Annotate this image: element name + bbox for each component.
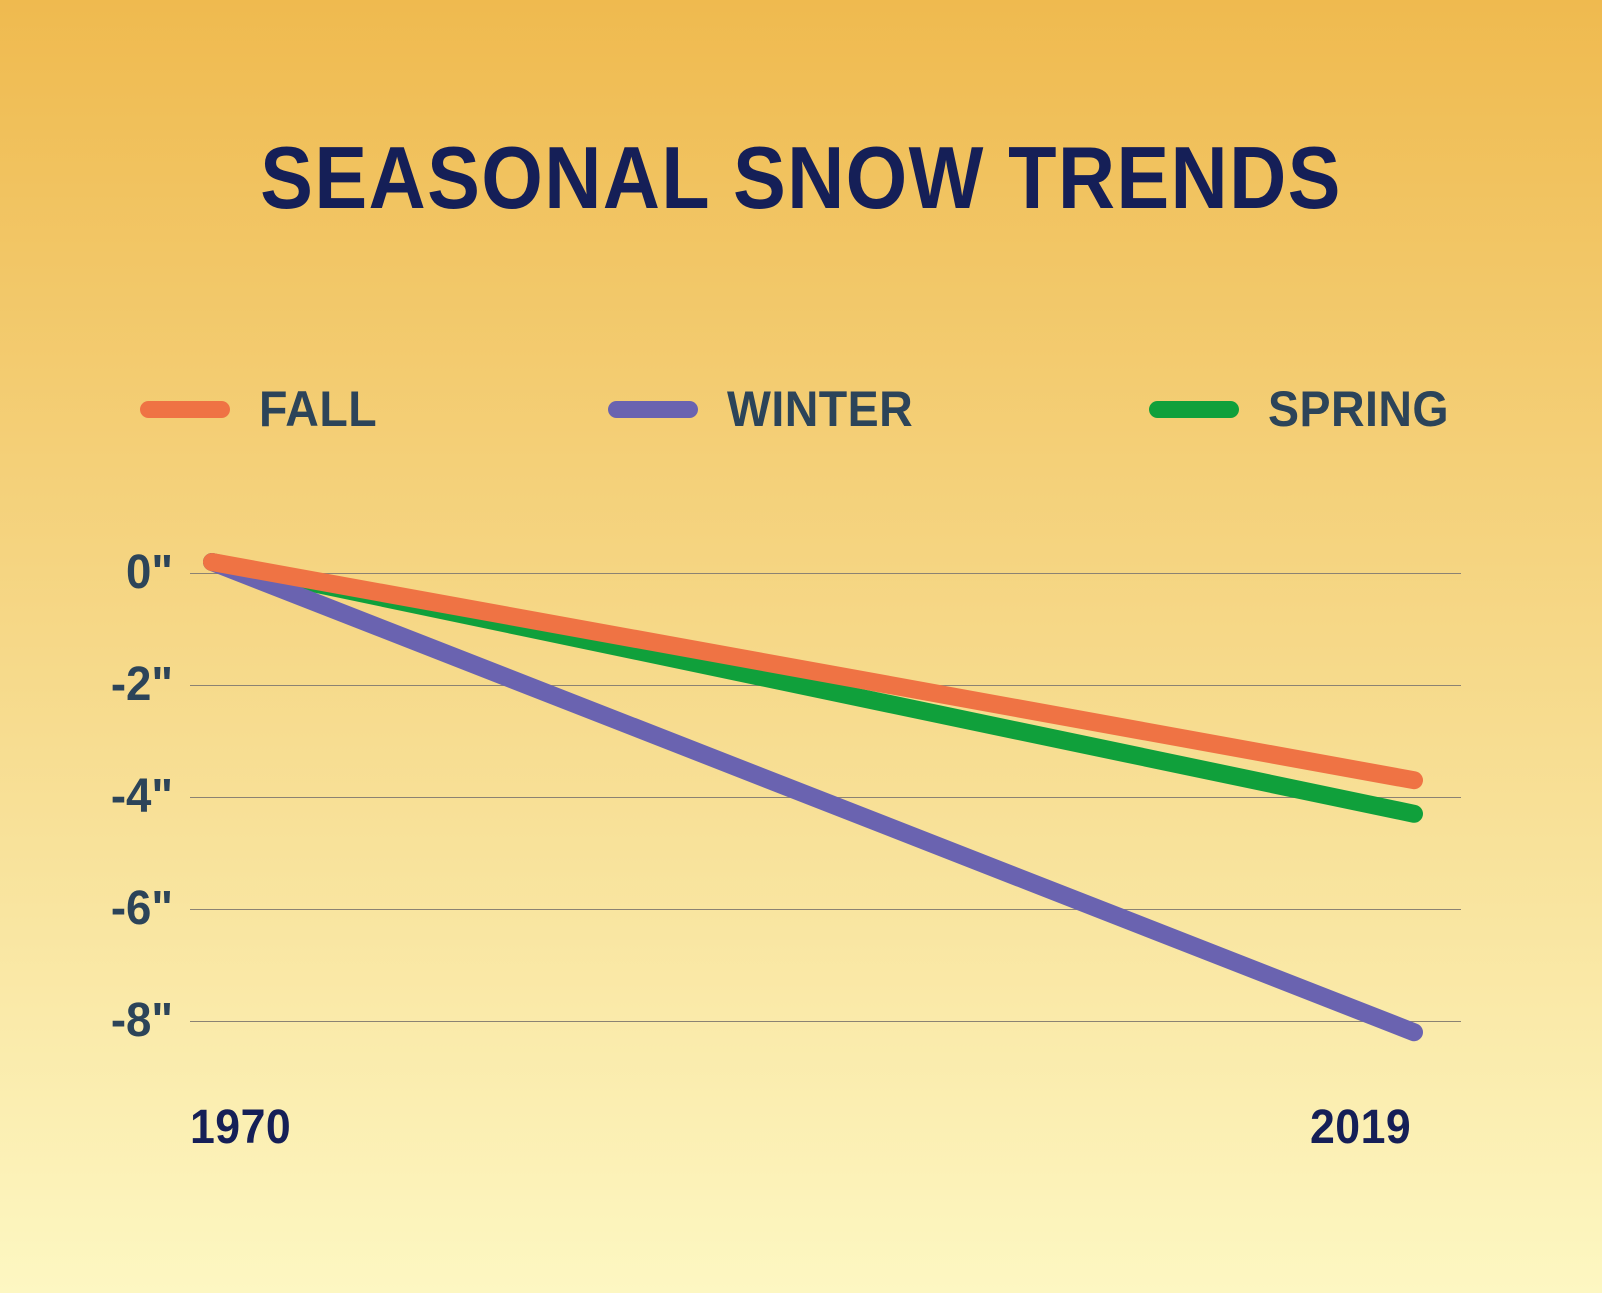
series-line-fall — [203, 553, 1423, 790]
legend-swatch-spring-icon — [1149, 400, 1239, 418]
x-axis-tick-start: 1970 — [190, 1101, 292, 1154]
series-line-winter — [203, 553, 1423, 1042]
y-axis-tick-minus-6: -6" — [110, 882, 173, 935]
legend-item-winter[interactable]: WINTER — [608, 378, 927, 440]
y-axis-tick-minus-4: -4" — [110, 770, 173, 823]
legend-label-fall: FALL — [259, 381, 378, 437]
x-axis-tick-end: 2019 — [1310, 1101, 1412, 1154]
legend-label-spring: SPRING — [1268, 381, 1450, 437]
legend-label-winter: WINTER — [727, 381, 914, 437]
y-axis-tick-minus-8: -8" — [110, 994, 173, 1047]
page-title: SEASONAL SNOW TRENDS — [260, 128, 1342, 227]
legend-swatch-winter-icon — [608, 400, 698, 418]
legend-swatch-fall-icon — [140, 400, 230, 418]
y-axis-tick-0: 0" — [126, 546, 173, 599]
y-axis-tick-minus-2: -2" — [110, 658, 173, 711]
gridline-8 — [190, 1021, 1461, 1022]
gridline-0 — [190, 573, 1461, 574]
gridline-6 — [190, 909, 1461, 910]
legend-item-spring[interactable]: SPRING — [1149, 378, 1463, 440]
chart-legend: FALL WINTER SPRING — [140, 378, 1480, 440]
legend-item-fall[interactable]: FALL — [140, 378, 386, 440]
